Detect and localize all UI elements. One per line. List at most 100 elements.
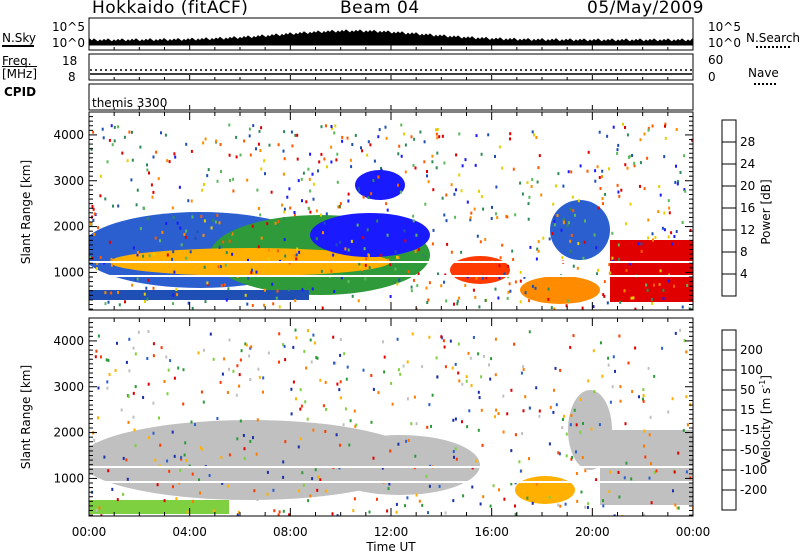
scatter-cell <box>110 257 113 261</box>
scatter-cell <box>482 354 485 358</box>
scatter-cell <box>443 213 446 217</box>
freq-label: Freq. <box>2 54 32 68</box>
scatter-cell <box>391 402 394 406</box>
scatter-cell <box>574 213 576 217</box>
scatter-cell <box>400 123 403 127</box>
scatter-cell <box>498 488 500 492</box>
scatter-cell <box>276 461 279 465</box>
freq-tick-high: 18 <box>62 54 78 68</box>
scatter-cell <box>216 213 219 217</box>
scatter-cell <box>185 229 188 233</box>
scatter-cell <box>171 430 174 434</box>
scatter-cell <box>283 344 286 348</box>
scatter-cell <box>547 490 550 494</box>
scatter-cell <box>95 508 98 512</box>
scatter-cell <box>424 202 427 206</box>
scatter-cell <box>277 143 280 147</box>
scatter-cell <box>460 189 463 193</box>
scatter-cell <box>295 253 298 257</box>
scatter-cell <box>674 331 677 335</box>
scatter-cell <box>161 230 164 234</box>
power-colorbar-tick-label: 4 <box>740 267 748 281</box>
scatter-cell <box>431 242 434 246</box>
scatter-cell <box>110 263 113 267</box>
scatter-cell <box>608 490 611 494</box>
scatter-cell <box>468 409 471 413</box>
scatter-cell <box>349 158 352 162</box>
scatter-cell <box>168 469 171 473</box>
scatter-cell <box>393 280 395 284</box>
date-title: 05/May/2009 <box>587 0 704 18</box>
scatter-cell <box>236 513 239 516</box>
scatter-cell <box>282 460 285 464</box>
scatter-cell <box>397 442 400 446</box>
scatter-cell <box>477 352 480 356</box>
scatter-cell <box>567 221 570 225</box>
scatter-cell <box>180 455 183 459</box>
scatter-cell <box>158 416 160 420</box>
scatter-cell <box>290 412 293 416</box>
scatter-cell <box>122 492 125 496</box>
scatter-cell <box>204 137 207 141</box>
scatter-cell <box>121 151 124 155</box>
scatter-cell <box>350 239 353 243</box>
scatter-cell <box>435 128 437 132</box>
scatter-cell <box>496 216 499 220</box>
scatter-cell <box>337 205 340 209</box>
scatter-cell <box>620 188 623 192</box>
scatter-cell <box>266 222 269 226</box>
scatter-cell <box>598 423 601 427</box>
scatter-cell <box>134 444 137 448</box>
scatter-cell <box>235 393 238 397</box>
scatter-cell <box>117 290 120 294</box>
scatter-cell <box>283 210 286 214</box>
scatter-cell <box>247 258 249 262</box>
scatter-cell <box>346 365 349 369</box>
scatter-cell <box>583 240 586 244</box>
scatter-cell <box>398 278 401 282</box>
scatter-cell <box>177 366 180 370</box>
scatter-cell <box>529 245 532 249</box>
scatter-cell <box>134 385 137 389</box>
scatter-cell <box>106 386 109 390</box>
scatter-cell <box>260 126 263 130</box>
scatter-cell <box>235 155 238 159</box>
scatter-cell <box>107 300 110 304</box>
scatter-cell <box>443 161 446 165</box>
scatter-cell <box>683 188 686 192</box>
scatter-cell <box>319 478 322 482</box>
scatter-cell <box>322 231 324 235</box>
scatter-cell <box>599 341 602 345</box>
scatter-cell <box>108 138 111 142</box>
scatter-cell <box>609 271 612 275</box>
station-title: Hokkaido (fitACF) <box>92 0 249 18</box>
scatter-cell <box>296 133 299 137</box>
scatter-cell <box>351 143 354 146</box>
scatter-cell <box>283 217 285 220</box>
scatter-cell <box>653 283 655 287</box>
scatter-cell <box>259 149 262 152</box>
scatter-cell <box>522 409 525 413</box>
scatter-cell <box>132 346 135 350</box>
scatter-cell <box>553 219 556 223</box>
scatter-cell <box>659 193 662 197</box>
scatter-cell <box>324 489 327 493</box>
scatter-cell <box>410 285 413 289</box>
scatter-cell <box>252 436 254 440</box>
scatter-cell <box>469 356 472 360</box>
scatter-cell <box>559 368 562 372</box>
scatter-cell <box>311 477 314 481</box>
scatter-cell <box>474 163 477 167</box>
scatter-cell <box>431 154 434 158</box>
scatter-cell <box>184 235 187 239</box>
scatter-cell <box>576 266 579 270</box>
scatter-cell <box>191 215 194 219</box>
scatter-cell <box>220 456 223 459</box>
scatter-cell <box>619 399 622 403</box>
scatter-cell <box>326 165 328 169</box>
scatter-cell <box>457 342 460 346</box>
scatter-cell <box>511 249 514 253</box>
scatter-cell <box>458 296 461 300</box>
scatter-cell <box>673 470 676 474</box>
scatter-cell <box>264 288 266 292</box>
